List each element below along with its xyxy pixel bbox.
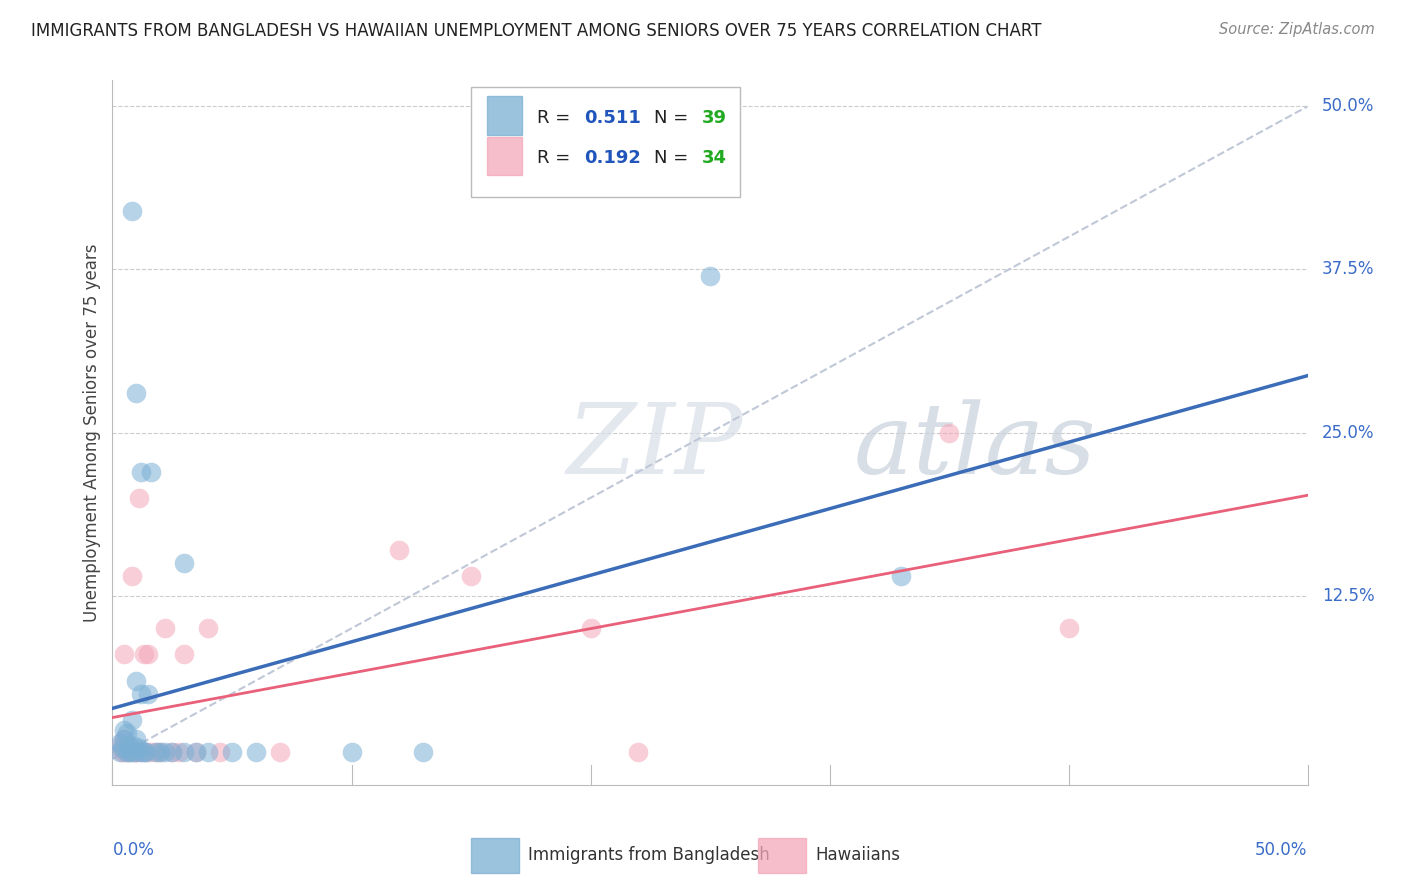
Point (108, 736, 131, 750)
Point (135, 745, 157, 759)
Point (114, 648, 135, 662)
Point (129, 745, 152, 759)
Point (129, 745, 152, 759)
Point (139, 465, 162, 479)
Text: N =: N = (654, 149, 693, 167)
Point (197, 621, 219, 635)
Point (125, 745, 148, 759)
Point (173, 745, 195, 759)
Point (115, 725, 138, 739)
Text: 0.0%: 0.0% (112, 841, 155, 859)
Point (121, 713, 143, 727)
Point (138, 648, 160, 662)
Text: ZIP: ZIP (567, 399, 742, 494)
Text: 39: 39 (702, 109, 727, 127)
Point (149, 745, 172, 759)
FancyBboxPatch shape (486, 136, 523, 176)
Point (173, 556, 195, 570)
Point (388, 543, 411, 558)
Text: R =: R = (537, 109, 575, 127)
Text: 25.0%: 25.0% (1322, 424, 1375, 442)
FancyBboxPatch shape (486, 96, 523, 136)
Text: Immigrants from Bangladesh: Immigrants from Bangladesh (529, 847, 770, 864)
Point (579, 621, 602, 635)
Point (173, 648, 195, 662)
Point (121, 203, 143, 218)
Point (938, 425, 960, 440)
Point (114, 745, 135, 759)
Point (1057, 621, 1080, 635)
Point (129, 465, 152, 479)
Point (118, 739, 141, 753)
Point (412, 745, 434, 759)
Point (111, 741, 134, 756)
Point (115, 745, 138, 759)
Point (125, 386, 148, 401)
Point (125, 732, 148, 747)
Point (132, 745, 155, 759)
Point (153, 745, 176, 759)
Point (890, 569, 912, 583)
Text: N =: N = (654, 109, 693, 127)
Text: 50.0%: 50.0% (1256, 841, 1308, 859)
Text: IMMIGRANTS FROM BANGLADESH VS HAWAIIAN UNEMPLOYMENT AMONG SENIORS OVER 75 YEARS : IMMIGRANTS FROM BANGLADESH VS HAWAIIAN U… (31, 22, 1042, 40)
Point (186, 745, 208, 759)
Point (125, 745, 148, 759)
Text: Hawaiians: Hawaiians (815, 847, 900, 864)
Y-axis label: Unemployment Among Seniors over 75 years: Unemployment Among Seniors over 75 years (83, 244, 101, 622)
Point (138, 687, 160, 701)
Text: 34: 34 (702, 149, 727, 167)
Text: atlas: atlas (853, 399, 1097, 494)
Point (111, 745, 134, 759)
Point (460, 569, 482, 583)
Point (153, 621, 176, 635)
Point (135, 745, 157, 759)
Point (129, 687, 152, 701)
Text: 0.192: 0.192 (585, 149, 641, 167)
Point (128, 491, 150, 505)
Point (108, 745, 131, 759)
Point (132, 648, 155, 662)
Point (245, 745, 267, 759)
Point (115, 745, 138, 759)
Text: 12.5%: 12.5% (1322, 587, 1375, 605)
Point (340, 745, 363, 759)
Point (162, 745, 183, 759)
Point (149, 745, 172, 759)
Point (145, 745, 167, 759)
Point (162, 745, 183, 759)
Point (139, 745, 162, 759)
Text: R =: R = (537, 149, 575, 167)
Point (121, 745, 143, 759)
Point (114, 723, 135, 738)
Text: Source: ZipAtlas.com: Source: ZipAtlas.com (1219, 22, 1375, 37)
Point (627, 745, 650, 759)
Point (108, 739, 131, 753)
Point (125, 745, 148, 759)
Point (118, 739, 141, 753)
FancyBboxPatch shape (758, 838, 806, 873)
Point (145, 745, 167, 759)
Point (209, 745, 232, 759)
Text: 50.0%: 50.0% (1322, 97, 1374, 115)
FancyBboxPatch shape (471, 87, 740, 196)
Point (118, 745, 141, 759)
Point (128, 741, 150, 756)
Point (114, 732, 135, 747)
Point (122, 745, 145, 759)
Point (186, 745, 208, 759)
Text: 0.511: 0.511 (585, 109, 641, 127)
Point (197, 745, 219, 759)
Point (221, 745, 243, 759)
Point (114, 732, 135, 747)
Point (169, 745, 191, 759)
Point (269, 745, 291, 759)
Point (699, 268, 721, 283)
Point (121, 569, 143, 583)
Text: 37.5%: 37.5% (1322, 260, 1375, 278)
FancyBboxPatch shape (471, 838, 519, 873)
Point (125, 673, 148, 688)
Point (122, 739, 145, 753)
Point (118, 745, 141, 759)
